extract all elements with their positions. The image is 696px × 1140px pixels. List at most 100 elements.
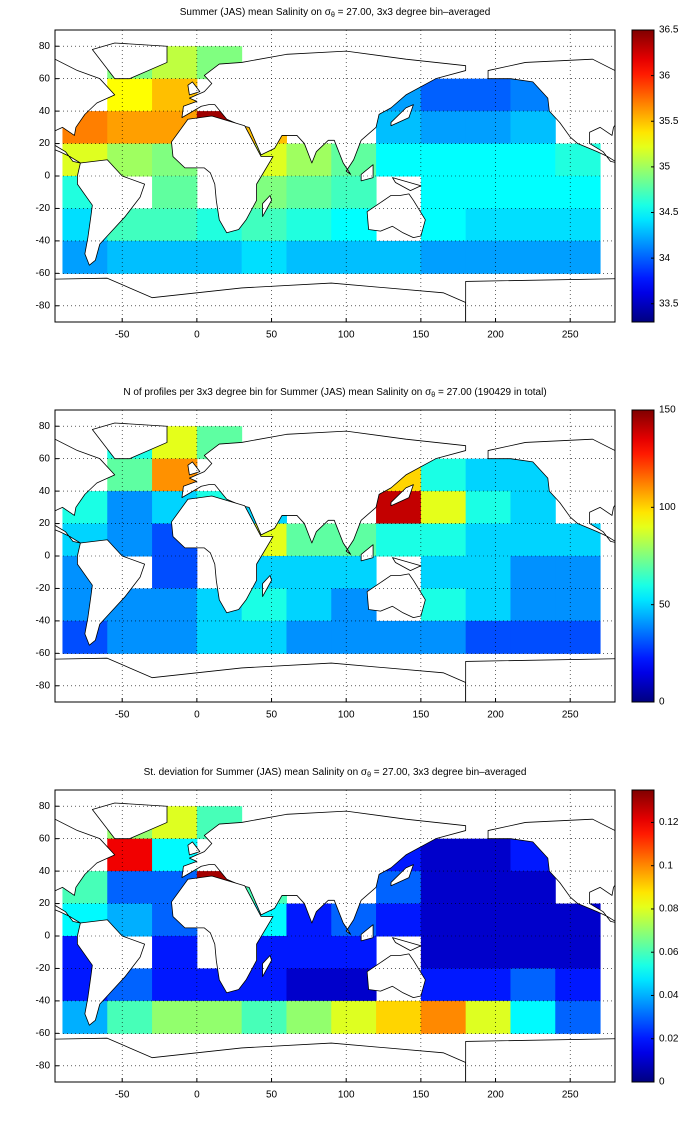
heat-cell <box>152 556 198 589</box>
heat-cell <box>420 208 467 242</box>
heat-cell <box>555 620 601 654</box>
y-tick-label: -20 <box>36 963 51 974</box>
heat-cell <box>420 1000 467 1034</box>
colorbar-tick-label: 0.02 <box>659 1033 679 1044</box>
y-tick-label: 0 <box>44 171 50 182</box>
heat-cell <box>465 78 511 112</box>
heat-cell <box>420 903 467 937</box>
x-tick-label: 200 <box>487 710 504 721</box>
x-tick-label: 50 <box>266 1090 278 1101</box>
x-tick-label: 250 <box>562 330 579 341</box>
chart-title: St. deviation for Summer (JAS) mean Sali… <box>144 767 527 780</box>
title-part: θ <box>431 392 435 399</box>
x-tick-label: 150 <box>413 330 430 341</box>
heat-cell <box>465 871 511 905</box>
heat-cell <box>286 1000 332 1034</box>
plot-frame <box>54 789 616 1083</box>
y-tick-label: 80 <box>39 41 51 52</box>
heat-cell <box>420 78 467 112</box>
colorbar-tick-label: 0.1 <box>659 860 673 871</box>
x-tick-label: 200 <box>487 330 504 341</box>
y-tick-label: 20 <box>39 518 51 529</box>
heat-cell <box>420 968 467 1002</box>
x-tick-label: 100 <box>338 710 355 721</box>
y-tick-label: 60 <box>39 453 51 464</box>
colorbar-tick-label: 100 <box>659 502 676 513</box>
heat-cell <box>420 111 467 145</box>
x-tick-label: -50 <box>115 330 130 341</box>
heat-cell <box>465 620 511 654</box>
chart-title: Summer (JAS) mean Salinity on σθ = 27.00… <box>180 7 491 20</box>
heat-cell <box>510 968 556 1002</box>
heat-cell <box>510 556 556 589</box>
y-tick-label: 80 <box>39 801 51 812</box>
heat-cell <box>196 1000 243 1034</box>
y-tick-label: -40 <box>36 996 51 1007</box>
y-tick-label: -60 <box>36 1028 51 1039</box>
heat-cell <box>286 556 332 589</box>
heat-cell <box>241 620 287 654</box>
y-tick-label: 0 <box>44 551 50 562</box>
heat-cell <box>420 523 467 557</box>
y-tick-label: 40 <box>39 866 51 877</box>
y-tick-label: -80 <box>36 1060 51 1071</box>
x-tick-label: -50 <box>115 710 130 721</box>
heat-cell <box>465 111 511 145</box>
heat-cell <box>465 1000 511 1034</box>
heat-cell <box>510 491 556 525</box>
title-part: θ <box>331 12 335 19</box>
y-tick-label: 80 <box>39 421 51 432</box>
heat-cell <box>465 143 511 177</box>
y-tick-label: 40 <box>39 486 51 497</box>
x-tick-label: 150 <box>413 710 430 721</box>
heat-cell <box>420 143 467 177</box>
heat-cell <box>286 240 332 274</box>
map-area <box>55 422 615 702</box>
x-tick-label: 250 <box>562 1090 579 1101</box>
heat-cell <box>420 620 467 654</box>
heat-cell <box>107 111 153 145</box>
y-tick-label: -80 <box>36 680 51 691</box>
heat-cell <box>286 936 332 969</box>
heat-cell <box>555 936 601 969</box>
heat-cell <box>420 936 467 969</box>
heat-cell <box>465 240 511 274</box>
heat-cell <box>420 491 467 525</box>
title-part: Summer (JAS) mean Salinity on σ <box>180 7 332 18</box>
x-tick-label: 200 <box>487 1090 504 1101</box>
heat-cell <box>465 523 511 557</box>
heat-cell <box>196 240 243 274</box>
heat-cell <box>555 968 601 1002</box>
heat-cell <box>107 240 153 274</box>
heat-cell <box>420 588 467 622</box>
title-part: = 27.00, 3x3 degree bin–averaged <box>371 767 526 778</box>
heat-cell <box>555 208 601 242</box>
colorbar <box>631 789 655 1083</box>
colorbar-tick-label: 35 <box>659 162 671 173</box>
heat-cell <box>510 240 556 274</box>
heat-cell <box>152 176 198 209</box>
heat-cell <box>555 588 601 622</box>
colorbar-tick-label: 0.04 <box>659 990 679 1001</box>
heat-cell <box>510 620 556 654</box>
heat-cell <box>420 838 467 872</box>
colorbar-tick-label: 0 <box>659 697 665 708</box>
heat-cell <box>510 523 556 557</box>
chart-title: N of profiles per 3x3 degree bin for Sum… <box>123 387 546 400</box>
y-tick-label: 60 <box>39 833 51 844</box>
heat-cell <box>376 143 422 177</box>
heat-cell <box>420 871 467 905</box>
title-part: St. deviation for Summer (JAS) mean Sali… <box>144 767 368 778</box>
colorbar <box>631 409 655 703</box>
heat-cell <box>331 620 377 654</box>
heat-cell <box>286 620 332 654</box>
heat-cell <box>420 458 467 492</box>
heat-cell <box>465 491 511 525</box>
colorbar-tick-label: 50 <box>659 599 671 610</box>
y-tick-label: -60 <box>36 648 51 659</box>
title-part: N of profiles per 3x3 degree bin for Sum… <box>123 387 432 398</box>
heat-cell <box>331 936 377 969</box>
x-tick-label: 250 <box>562 710 579 721</box>
heat-cell <box>555 1000 601 1034</box>
